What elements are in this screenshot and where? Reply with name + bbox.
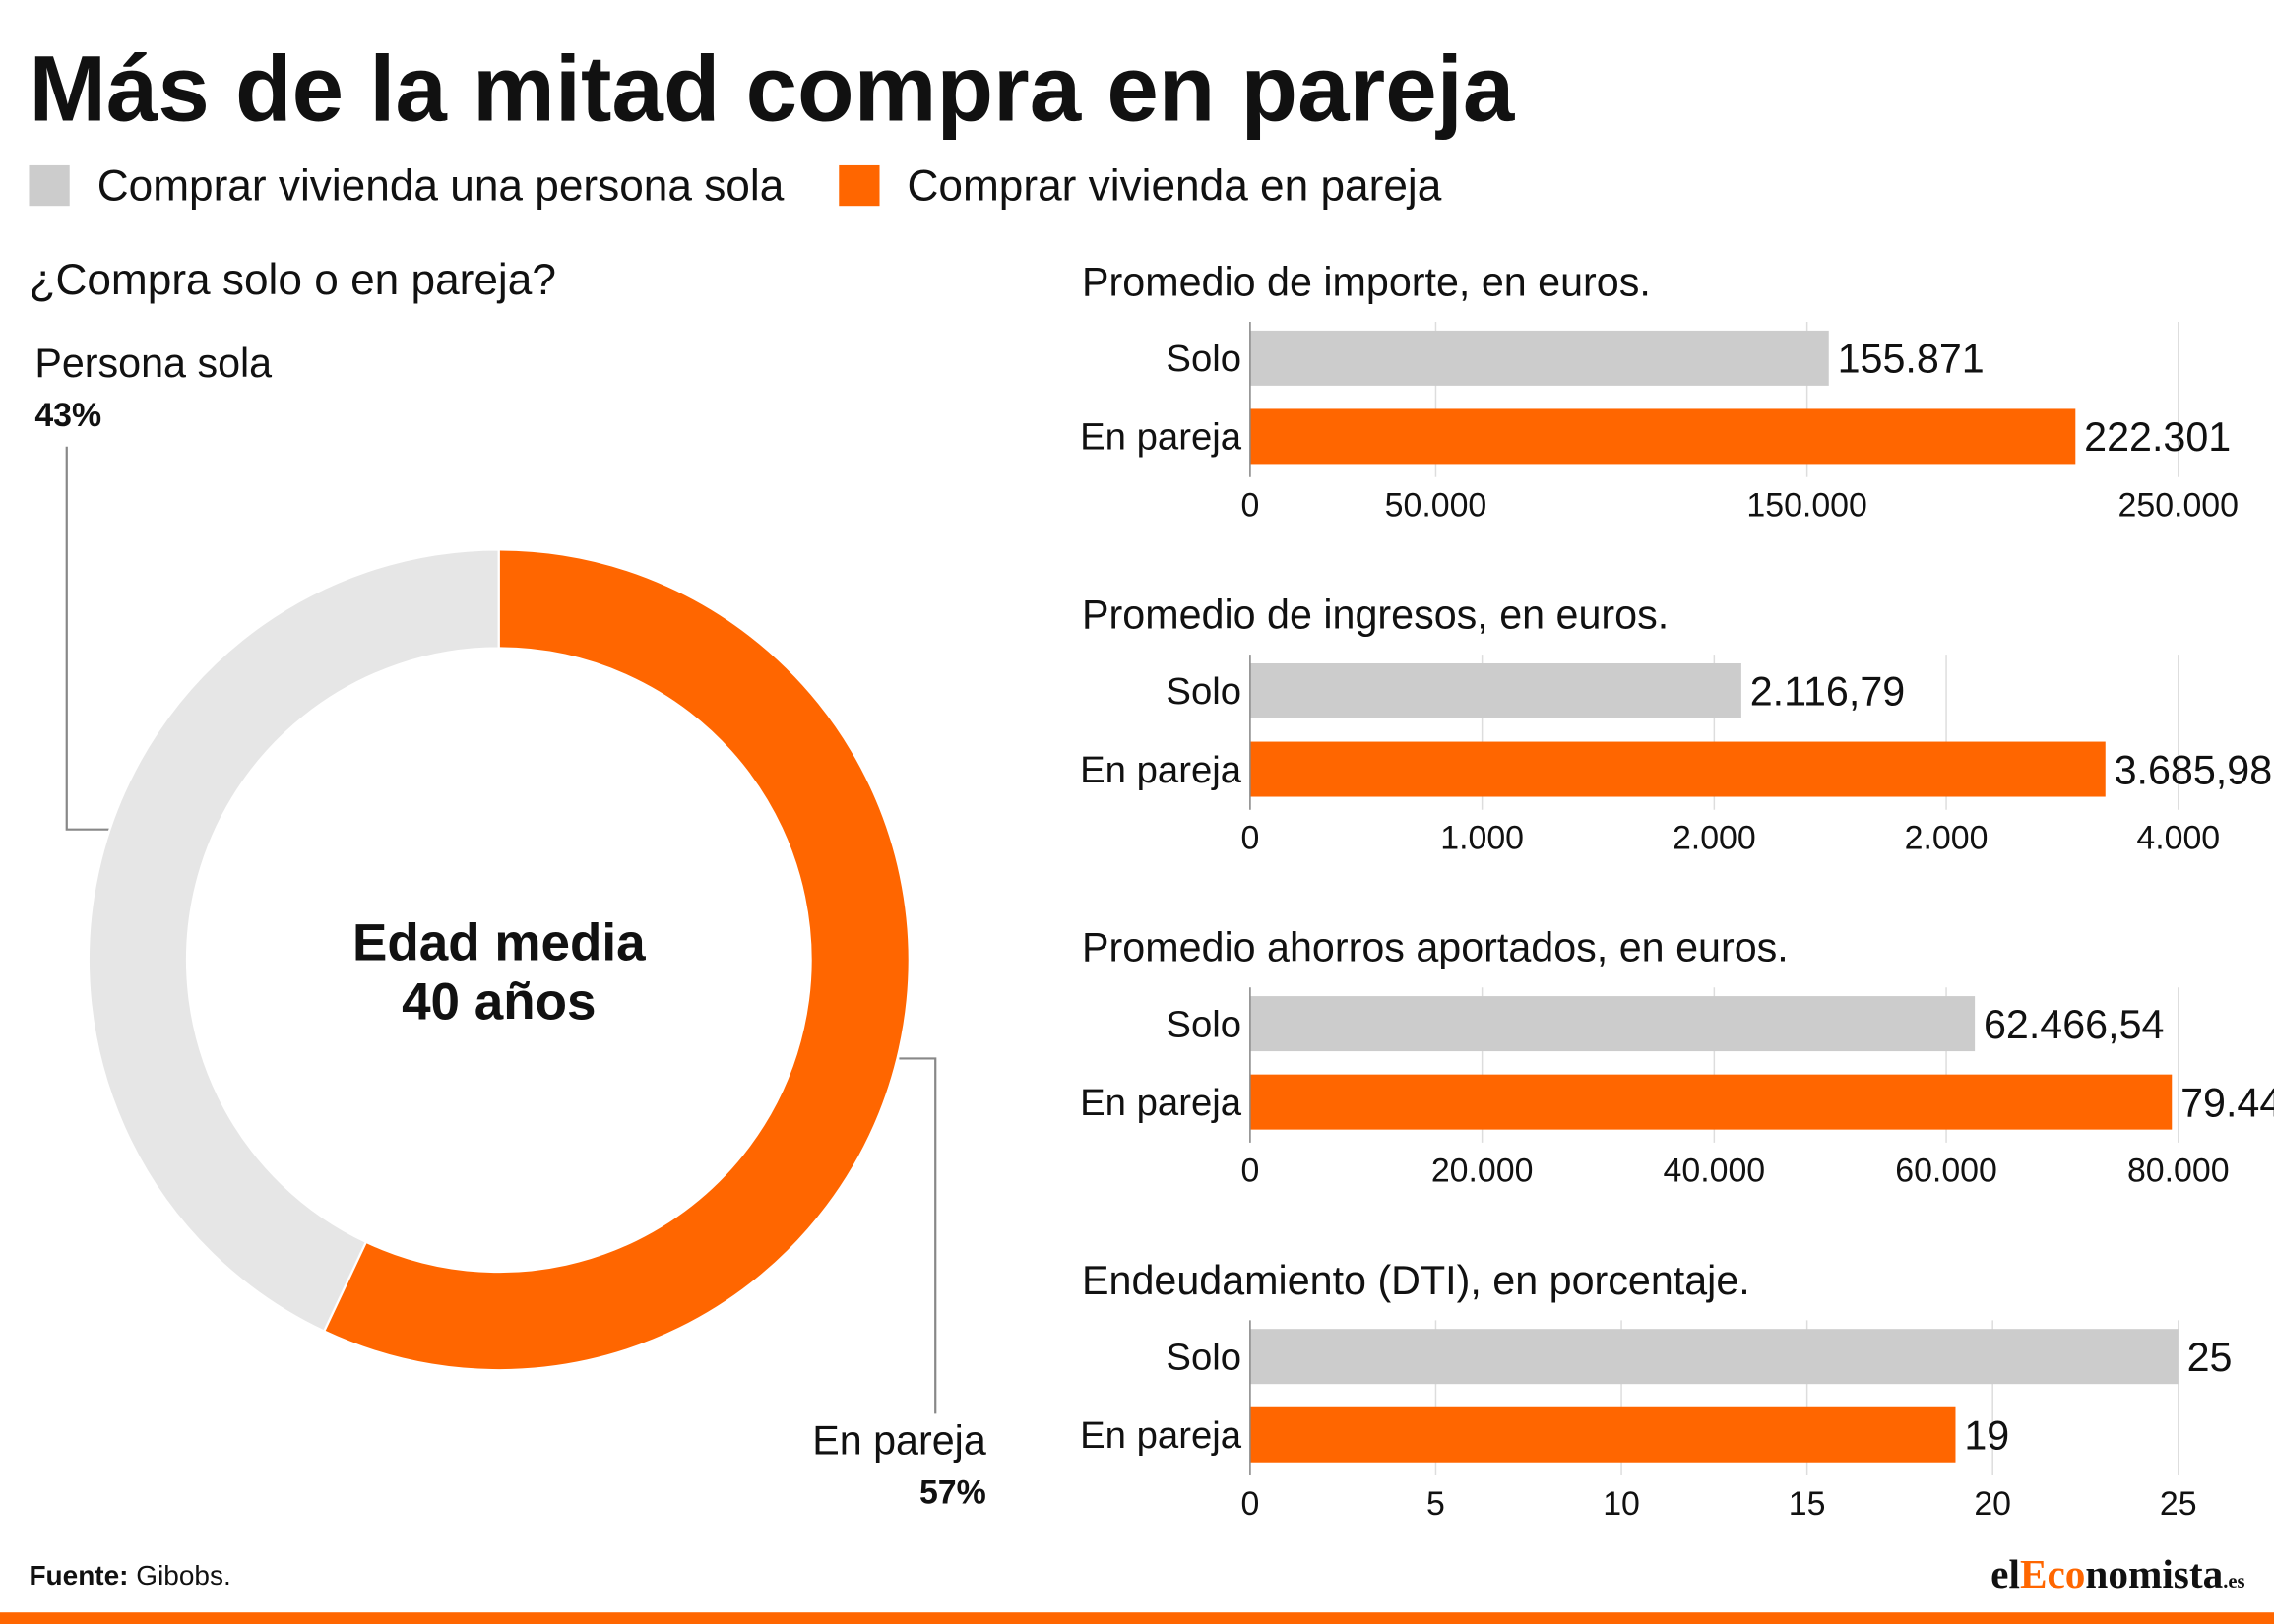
chart-subtitle: Promedio de ingresos, en euros. <box>1082 593 1669 638</box>
x-tick-label: 0 <box>1240 820 1259 857</box>
x-tick-label: 20.000 <box>1431 1153 1534 1190</box>
chart-subtitle: Promedio ahorros aportados, en euros. <box>1082 925 1789 970</box>
x-tick-label: 50.000 <box>1385 486 1487 524</box>
x-tick-label: 20 <box>1974 1485 2011 1523</box>
center-label: Edad media <box>352 913 646 971</box>
value-label: 79.447,65 <box>2180 1080 2274 1125</box>
source-label: Fuente: <box>29 1560 128 1591</box>
bar <box>1249 1329 2179 1385</box>
source: Fuente: Gibobs. <box>29 1560 230 1591</box>
value-label: 19 <box>1964 1412 2009 1458</box>
bar <box>1249 408 2076 465</box>
chart-subtitle: Promedio de importe, en euros. <box>1082 260 1651 305</box>
chart-subtitle: Endeudamiento (DTI), en porcentaje. <box>1082 1258 1750 1303</box>
value-label: 2.116,79 <box>1750 669 1906 715</box>
bar <box>1249 741 2106 797</box>
bar <box>1249 662 1741 718</box>
x-tick-label: 2.000 <box>1905 820 1989 857</box>
x-tick-label: 250.000 <box>2118 486 2239 524</box>
x-tick-label: 4.000 <box>2136 820 2220 857</box>
logo-part: .es <box>2223 1571 2244 1593</box>
logo-part: nomista <box>2085 1551 2223 1596</box>
x-tick-label: 10 <box>1603 1485 1640 1523</box>
value-label: 155.871 <box>1838 337 1985 382</box>
category-label: Solo <box>1166 1003 1241 1045</box>
bar <box>1249 1074 2173 1130</box>
leader-line <box>65 446 110 831</box>
slice-label: Persona sola <box>34 341 272 386</box>
bar <box>1249 996 1976 1052</box>
x-tick-label: 1.000 <box>1440 820 1524 857</box>
x-tick-label: 80.000 <box>2127 1153 2230 1190</box>
bar <box>1249 330 1829 386</box>
value-label: 222.301 <box>2084 414 2231 460</box>
bar <box>1249 1406 1956 1463</box>
category-label: En pareja <box>1080 1414 1242 1457</box>
x-tick-label: 25 <box>2160 1485 2197 1523</box>
source-text: Gibobs. <box>136 1560 230 1591</box>
slice-value: 43% <box>34 397 101 434</box>
x-tick-label: 5 <box>1426 1485 1445 1523</box>
footer-bar <box>0 1612 2274 1624</box>
category-label: Solo <box>1166 338 1241 380</box>
legend-swatch <box>839 164 880 207</box>
legend-label: Comprar vivienda una persona sola <box>97 161 785 210</box>
category-label: En pareja <box>1080 416 1242 459</box>
x-tick-label: 2.000 <box>1673 820 1756 857</box>
category-label: En pareja <box>1080 749 1242 791</box>
x-tick-label: 40.000 <box>1664 1153 1766 1190</box>
donut-slice <box>87 548 500 1333</box>
category-label: En pareja <box>1080 1082 1242 1124</box>
main-title: Más de la mitad compra en pareja <box>29 36 1515 140</box>
value-label: 3.685,98 <box>2115 747 2273 792</box>
donut-slice <box>322 548 911 1372</box>
chart-subtitle: ¿Compra solo o en pareja? <box>29 256 555 304</box>
legend-label: Comprar vivienda en pareja <box>908 161 1442 210</box>
x-tick-label: 15 <box>1789 1485 1826 1523</box>
leader-line <box>899 1057 937 1414</box>
value-label: 25 <box>2187 1335 2233 1380</box>
x-tick-label: 0 <box>1240 1153 1259 1190</box>
x-tick-label: 0 <box>1240 1485 1259 1523</box>
slice-value: 57% <box>919 1474 986 1512</box>
logo-part: Eco <box>2020 1551 2085 1596</box>
category-label: Solo <box>1166 1336 1241 1378</box>
x-tick-label: 0 <box>1240 486 1259 524</box>
logo-part: el <box>1990 1551 2020 1596</box>
x-tick-label: 60.000 <box>1895 1153 1997 1190</box>
x-tick-label: 150.000 <box>1746 486 1866 524</box>
logo: elEconomista.es <box>1990 1551 2244 1596</box>
value-label: 62.466,54 <box>1984 1002 2165 1047</box>
slice-label: En pareja <box>812 1418 986 1464</box>
center-label: 40 años <box>402 973 596 1031</box>
legend-swatch <box>29 164 70 207</box>
category-label: Solo <box>1166 670 1241 713</box>
